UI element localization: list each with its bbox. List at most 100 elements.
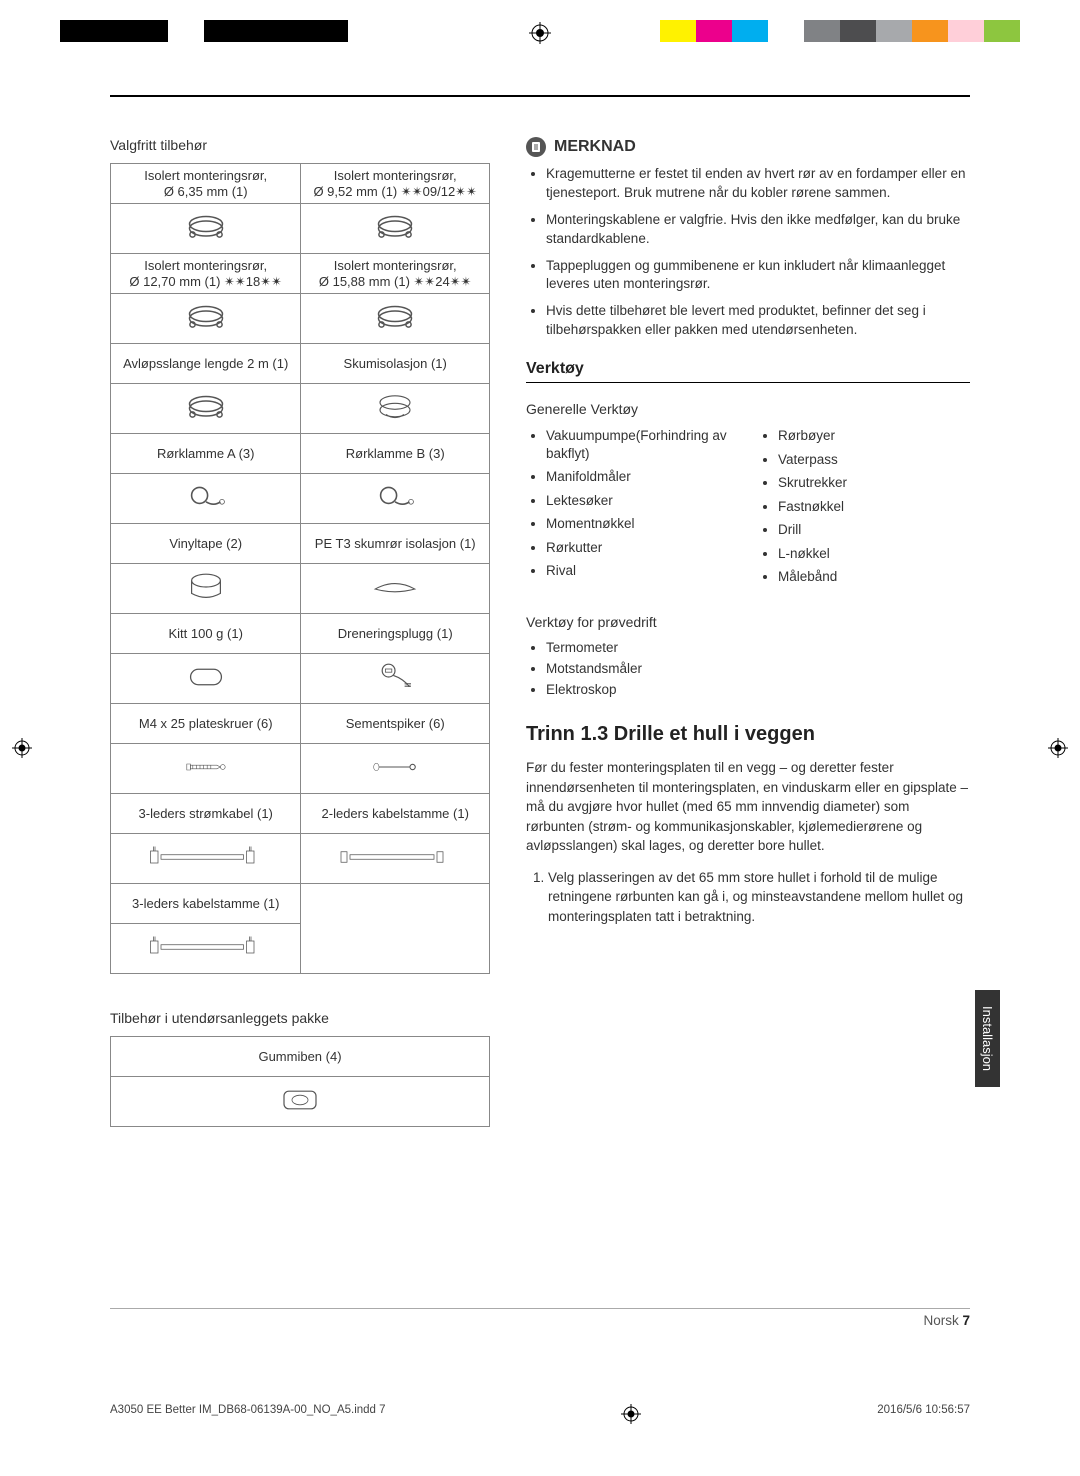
part-label: 3-leders kabelstamme (1): [111, 884, 301, 924]
tool-item: Momentnøkkel: [546, 515, 738, 533]
register-mark-bottom-icon: [621, 1404, 641, 1424]
tool-item: Manifoldmåler: [546, 468, 738, 486]
note-item: Kragemutterne er festet til enden av hve…: [546, 165, 970, 203]
header-rule: [110, 95, 970, 97]
swatch: [984, 20, 1020, 42]
part-label: Isolert monteringsrør,Ø 12,70 mm (1) ✴✴1…: [111, 254, 301, 294]
part-label: 3-leders strømkabel (1): [111, 794, 301, 834]
trial-tool-item: Termometer: [546, 640, 970, 655]
part-icon: [301, 384, 490, 434]
tool-item: Drill: [778, 521, 970, 539]
part-icon: [111, 204, 301, 254]
swatch: [696, 20, 732, 42]
swatch: [132, 20, 168, 42]
part-label: Rørklamme A (3): [111, 434, 301, 474]
part-icon: [111, 474, 301, 524]
part-icon: [111, 384, 301, 434]
tools-left-list: Vakuumpumpe(Forhindring av bakflyt) Manif…: [526, 427, 738, 592]
swatch: [876, 20, 912, 42]
outdoor-pack-title: Tilbehør i utendørsanleggets pakke: [110, 1010, 490, 1026]
trial-tools-sub: Verktøy for prøvedrift: [526, 614, 970, 630]
tools-heading: Verktøy: [526, 360, 970, 383]
tool-item: Rørbøyer: [778, 427, 970, 445]
part-label: Isolert monteringsrør,Ø 15,88 mm (1) ✴✴2…: [301, 254, 490, 294]
notes-list: Kragemutterne er festet til enden av hve…: [526, 165, 970, 340]
note-item: Monteringskablene er valgfrie. Hvis den …: [546, 211, 970, 249]
note-item: Tappepluggen og gummibenene er kun inklu…: [546, 257, 970, 295]
part-label: Kitt 100 g (1): [111, 614, 301, 654]
swatch: [348, 20, 384, 42]
swatch: [60, 20, 96, 42]
step-heading: Trinn 1.3 Drille et hull i veggen: [526, 723, 970, 746]
swatch: [204, 20, 240, 42]
swatch: [240, 20, 276, 42]
part-icon: [301, 294, 490, 344]
part-icon: [301, 564, 490, 614]
part-icon: [111, 564, 301, 614]
footer-lang: Norsk: [923, 1313, 958, 1328]
parts-table: Isolert monteringsrør,Ø 6,35 mm (1) Isole…: [110, 163, 490, 974]
tool-item: Skrutrekker: [778, 474, 970, 492]
note-badge-icon: [526, 137, 546, 157]
swatch: [660, 20, 696, 42]
swatch: [96, 20, 132, 42]
outdoor-item-label: Gummiben (4): [111, 1037, 490, 1077]
step-intro: Før du fester monteringsplaten til en ve…: [526, 758, 970, 856]
indd-time: 2016/5/6 10:56:57: [877, 1404, 970, 1424]
swatch: [840, 20, 876, 42]
swatch: [168, 20, 204, 42]
trial-tools-list: Termometer Motstandsmåler Elektroskop: [526, 640, 970, 697]
part-icon: [111, 924, 301, 974]
footer-page: 7: [962, 1313, 970, 1328]
swatch: [768, 20, 804, 42]
part-label: Vinyltape (2): [111, 524, 301, 564]
part-icon: [111, 744, 301, 794]
indd-file: A3050 EE Better IM_DB68-06139A-00_NO_A5.…: [110, 1404, 386, 1424]
swatch: [276, 20, 312, 42]
register-mark-icon: [529, 22, 551, 44]
note-item: Hvis dette tilbehøret ble levert med pro…: [546, 302, 970, 340]
optional-accessories-title: Valgfritt tilbehør: [110, 137, 490, 153]
color-bar-left: [60, 20, 384, 60]
note-header: MERKNAD: [526, 137, 970, 157]
swatch: [804, 20, 840, 42]
part-label: Skumisolasjon (1): [301, 344, 490, 384]
trial-tool-item: Motstandsmåler: [546, 661, 970, 676]
swatch: [312, 20, 348, 42]
tool-item: L-nøkkel: [778, 545, 970, 563]
color-bar-right: [660, 20, 1020, 60]
general-tools-sub: Generelle Verktøy: [526, 401, 970, 417]
page-content: Valgfritt tilbehør Isolert monteringsrør…: [110, 95, 970, 1296]
tool-item: Fastnøkkel: [778, 498, 970, 516]
swatch: [912, 20, 948, 42]
outdoor-table: Gummiben (4): [110, 1036, 490, 1127]
tool-item: Rørkutter: [546, 539, 738, 557]
tools-right-list: Rørbøyer Vaterpass Skrutrekker Fastnøkkel Dr…: [758, 427, 970, 592]
part-icon: [301, 834, 490, 884]
part-label: Dreneringsplugg (1): [301, 614, 490, 654]
part-icon: [111, 834, 301, 884]
step-item: Velg plasseringen av det 65 mm store hul…: [548, 868, 970, 927]
part-label: Rørklamme B (3): [301, 434, 490, 474]
section-tab: Installasjon: [975, 990, 1000, 1087]
tool-item: Vaterpass: [778, 451, 970, 469]
part-icon: [301, 474, 490, 524]
register-mark-right-icon: [1048, 738, 1068, 758]
part-label: M4 x 25 plateskruer (6): [111, 704, 301, 744]
part-icon: [301, 654, 490, 704]
part-label: Isolert monteringsrør,Ø 6,35 mm (1): [111, 164, 301, 204]
part-icon: [111, 654, 301, 704]
part-label: 2-leders kabelstamme (1): [301, 794, 490, 834]
swatch: [732, 20, 768, 42]
tool-item: Lektesøker: [546, 492, 738, 510]
part-icon: [301, 744, 490, 794]
step-list: Velg plasseringen av det 65 mm store hul…: [526, 868, 970, 927]
tool-item: Rival: [546, 562, 738, 580]
tools-columns: Vakuumpumpe(Forhindring av bakflyt) Manif…: [526, 427, 970, 592]
tool-item: Vakuumpumpe(Forhindring av bakflyt): [546, 427, 738, 462]
swatch: [948, 20, 984, 42]
part-icon: [111, 294, 301, 344]
indesign-slug: A3050 EE Better IM_DB68-06139A-00_NO_A5.…: [110, 1404, 970, 1424]
trial-tool-item: Elektroskop: [546, 682, 970, 697]
part-label: Avløpsslange lengde 2 m (1): [111, 344, 301, 384]
